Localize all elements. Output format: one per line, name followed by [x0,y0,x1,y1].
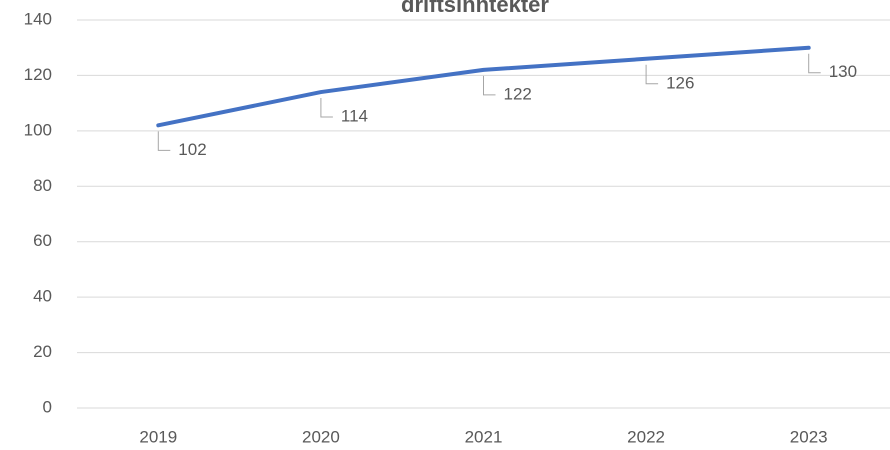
y-tick-label: 120 [24,65,52,84]
y-tick-label: 140 [24,9,52,28]
leader-line [808,53,821,74]
data-label: 114 [341,107,368,126]
x-tick-label: 2020 [302,427,340,446]
x-tick-label: 2021 [465,427,503,446]
leader-line [645,64,659,85]
chart-title: driftsinntekter [401,0,549,17]
line [156,45,811,128]
data-label: 122 [504,84,532,103]
x-tick-label: 2019 [139,427,177,446]
leader-line [320,98,333,118]
leader-line [157,131,171,151]
x-tick-label: 2022 [627,427,665,446]
y-tick-label: 80 [33,176,52,195]
y-tick-label: 60 [33,231,52,250]
leader-line [483,75,496,96]
y-tick-label: 40 [33,287,52,306]
y-tick-label: 20 [33,342,52,361]
x-tick-label: 2023 [790,427,828,446]
y-tick-label: 0 [43,397,52,416]
data-label: 126 [666,73,694,92]
data-label: 102 [178,140,206,159]
y-tick-label: 100 [24,120,52,139]
data-label: 130 [829,62,857,81]
